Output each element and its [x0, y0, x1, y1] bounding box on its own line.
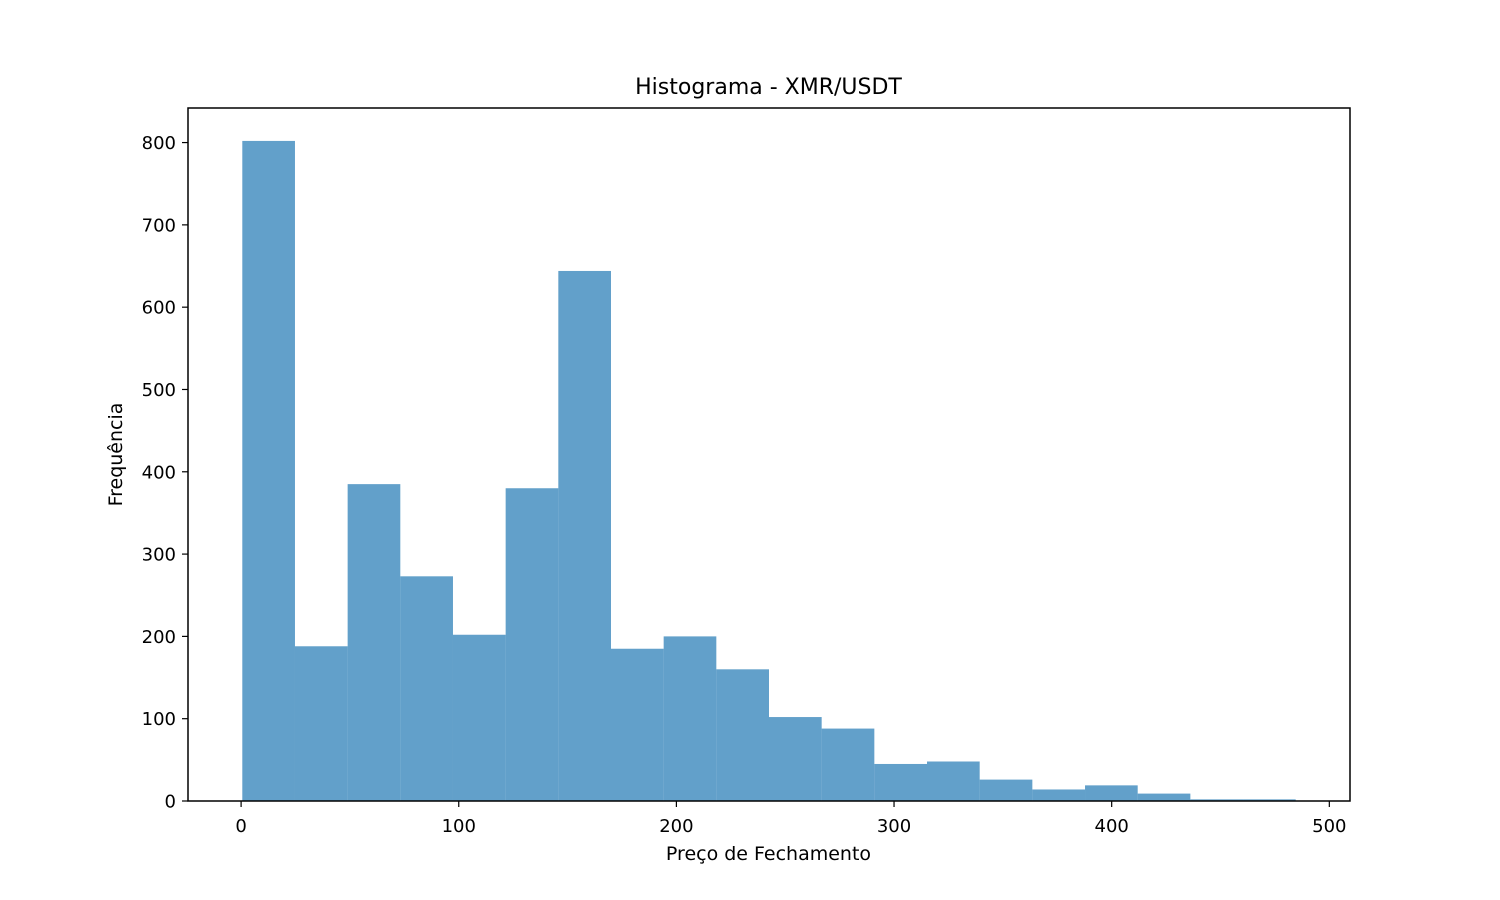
x-axis-label: Preço de Fechamento	[666, 843, 871, 865]
histogram-bar	[505, 488, 559, 801]
histogram-bar	[874, 763, 928, 801]
x-tick-label: 100	[442, 816, 476, 837]
histogram-bar	[347, 484, 401, 801]
histogram-bar	[610, 648, 664, 801]
x-tick-label: 300	[877, 816, 911, 837]
x-tick-label: 200	[659, 816, 693, 837]
histogram-bar	[663, 636, 717, 801]
histogram-bar	[558, 270, 611, 801]
histogram-bar	[452, 634, 506, 801]
histogram-bar	[769, 717, 822, 801]
y-tick-label: 500	[142, 380, 176, 401]
y-tick-label: 700	[142, 215, 176, 236]
bars-group	[242, 140, 1296, 801]
y-tick-label: 0	[165, 792, 176, 813]
y-tick-label: 400	[142, 462, 176, 483]
histogram-bar	[242, 140, 295, 801]
x-tick-label: 0	[235, 816, 246, 837]
x-tick-label: 500	[1312, 816, 1346, 837]
y-tick-label: 200	[142, 627, 176, 648]
histogram-bar	[821, 728, 875, 801]
y-tick-label: 100	[142, 709, 176, 730]
y-tick-label: 300	[142, 545, 176, 566]
histogram-bar	[294, 646, 348, 801]
histogram-bar	[716, 669, 769, 801]
histogram-bar	[1137, 793, 1191, 801]
x-tick-label: 400	[1095, 816, 1129, 837]
y-tick-label: 800	[142, 133, 176, 154]
y-axis-ticks: 0 100 200 300 400 500 600 700 800	[142, 133, 188, 813]
chart-title: Histograma - XMR/USDT	[635, 75, 902, 100]
histogram-bar	[1085, 785, 1138, 801]
y-tick-label: 600	[142, 298, 176, 319]
x-axis-ticks: 0 100 200 300 400 500	[235, 801, 1347, 837]
histogram-bar	[927, 761, 980, 801]
plot-area-frame	[187, 107, 1351, 802]
histogram-bar	[1243, 799, 1296, 801]
histogram-bar	[1032, 789, 1086, 801]
y-axis-label: Frequência	[105, 403, 127, 507]
histogram-bar	[1190, 799, 1244, 801]
histogram-bar	[979, 779, 1033, 801]
histogram-bar	[400, 576, 453, 801]
